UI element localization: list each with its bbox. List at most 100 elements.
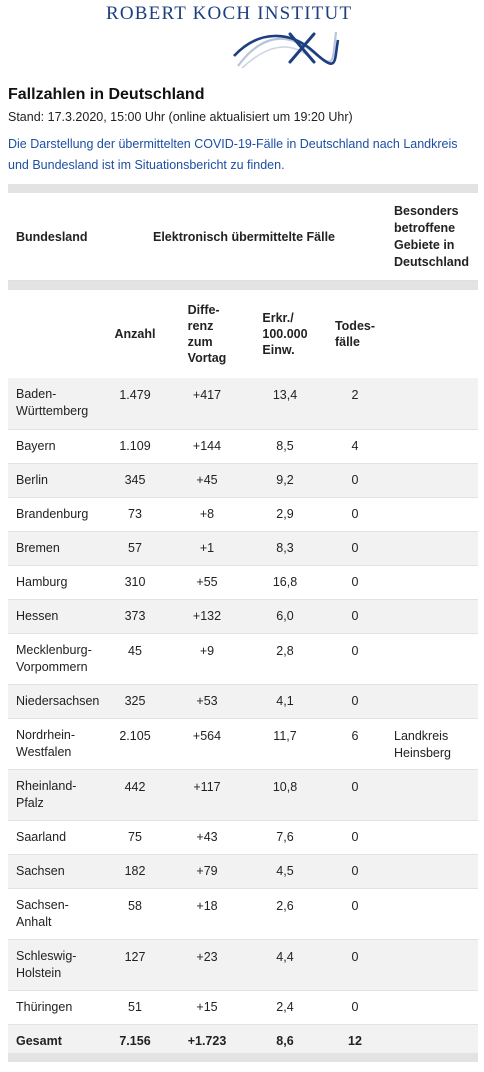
cell-rate: 2,9: [246, 497, 324, 532]
rki-header: ROBERT KOCH INSTITUT: [0, 0, 484, 72]
cell-rate: 10,8: [246, 769, 324, 821]
table-row: Niedersachsen 325 +53 4,1 0: [8, 684, 478, 719]
cell-anzahl: 58: [102, 888, 168, 940]
cell-todesfaelle: 0: [324, 599, 386, 634]
cell-rate: 13,4: [246, 378, 324, 430]
cell-gebiet: [386, 599, 478, 634]
cell-bundesland: Mecklenburg-Vorpommern: [8, 633, 102, 685]
cell-todesfaelle: 0: [324, 820, 386, 855]
cell-differenz: +53: [168, 684, 246, 719]
total-row: Gesamt 7.156 +1.723 8,6 12: [8, 1024, 478, 1058]
cell-differenz: +79: [168, 854, 246, 889]
cell-gebiet: [386, 531, 478, 566]
cell-todesfaelle: 2: [324, 378, 386, 430]
cell-bundesland: Berlin: [8, 463, 102, 498]
table-header-main: Bundesland Elektronisch übermittelte Fäl…: [8, 193, 478, 281]
header-todesfaelle: Todes-fälle: [334, 319, 376, 349]
cell-todesfaelle: 0: [324, 888, 386, 940]
cell-bundesland: Baden-Württemberg: [8, 378, 102, 430]
cell-bundesland: Bayern: [8, 429, 102, 464]
table-header-sub: Anzahl Diffe-renz zum Vortag Erkr./100.000…: [8, 290, 478, 378]
cell-bundesland: Sachsen-Anhalt: [8, 888, 102, 940]
cell-todesfaelle: 0: [324, 565, 386, 600]
table-row: Rheinland-Pfalz 442 +117 10,8 0: [8, 769, 478, 821]
cell-gebiet: [386, 820, 478, 855]
cell-differenz: +117: [168, 769, 246, 821]
table-row: Baden-Württemberg 1.479 +417 13,4 2: [8, 378, 478, 430]
cell-todesfaelle: 0: [324, 769, 386, 821]
cell-anzahl: 442: [102, 769, 168, 821]
cell-differenz: +18: [168, 888, 246, 940]
cell-rate: 8,5: [246, 429, 324, 464]
table-row: Hessen 373 +132 6,0 0: [8, 599, 478, 634]
page-title: Fallzahlen in Deutschland: [8, 86, 205, 103]
org-name: ROBERT KOCH INSTITUT: [106, 3, 353, 24]
cell-gebiet: [386, 684, 478, 719]
case-table: Bundesland Elektronisch übermittelte Fäl…: [8, 184, 478, 1058]
cell-todesfaelle: 0: [324, 990, 386, 1025]
cell-anzahl: 1.109: [102, 429, 168, 464]
table-row: Sachsen-Anhalt 58 +18 2,6 0: [8, 888, 478, 940]
total-anzahl: 7.156: [102, 1024, 168, 1058]
table-row: Saarland 75 +43 7,6 0: [8, 820, 478, 855]
cell-gebiet: [386, 633, 478, 685]
cell-rate: 16,8: [246, 565, 324, 600]
cell-gebiet: [386, 854, 478, 889]
cell-bundesland: Hamburg: [8, 565, 102, 600]
table-row: Hamburg 310 +55 16,8 0: [8, 565, 478, 600]
cell-bundesland: Thüringen: [8, 990, 102, 1025]
cell-gebiet: [386, 888, 478, 940]
rki-logo-icon: [233, 31, 340, 69]
total-rate: 8,6: [246, 1024, 324, 1058]
cell-bundesland: Saarland: [8, 820, 102, 855]
cell-bundesland: Bremen: [8, 531, 102, 566]
cell-todesfaelle: 0: [324, 854, 386, 889]
cell-differenz: +45: [168, 463, 246, 498]
cell-differenz: +23: [168, 939, 246, 991]
cell-gebiet: [386, 769, 478, 821]
cell-bundesland: Niedersachsen: [8, 684, 102, 719]
cell-anzahl: 373: [102, 599, 168, 634]
cell-anzahl: 325: [102, 684, 168, 719]
cell-anzahl: 75: [102, 820, 168, 855]
cell-gebiet: [386, 939, 478, 991]
cell-differenz: +43: [168, 820, 246, 855]
cell-rate: 4,1: [246, 684, 324, 719]
cell-bundesland: Sachsen: [8, 854, 102, 889]
cell-rate: 6,0: [246, 599, 324, 634]
cell-rate: 2,6: [246, 888, 324, 940]
cell-todesfaelle: 0: [324, 684, 386, 719]
table-row: Schleswig-Holstein 127 +23 4,4 0: [8, 939, 478, 991]
cell-bundesland: Nordrhein-Westfalen: [8, 718, 102, 770]
cell-bundesland: Rheinland-Pfalz: [8, 769, 102, 821]
header-bar: [8, 184, 478, 193]
cell-anzahl: 45: [102, 633, 168, 685]
table-row: Bremen 57 +1 8,3 0: [8, 531, 478, 566]
cell-rate: 4,4: [246, 939, 324, 991]
cell-rate: 9,2: [246, 463, 324, 498]
total-label: Gesamt: [8, 1024, 102, 1058]
header-areas: Besonders betroffene Gebiete in Deutschl…: [386, 193, 478, 281]
cell-differenz: +15: [168, 990, 246, 1025]
cell-differenz: +144: [168, 429, 246, 464]
cell-differenz: +9: [168, 633, 246, 685]
cell-gebiet: [386, 429, 478, 464]
cell-gebiet: [386, 990, 478, 1025]
total-differenz: +1.723: [168, 1024, 246, 1058]
cell-gebiet: Landkreis Heinsberg: [386, 718, 478, 770]
cell-gebiet: [386, 497, 478, 532]
cell-anzahl: 182: [102, 854, 168, 889]
cell-bundesland: Brandenburg: [8, 497, 102, 532]
cell-anzahl: 51: [102, 990, 168, 1025]
cell-todesfaelle: 4: [324, 429, 386, 464]
cell-anzahl: 127: [102, 939, 168, 991]
situationsbericht-link[interactable]: Die Darstellung der übermittelten COVID-…: [8, 137, 458, 172]
table-row: Brandenburg 73 +8 2,9 0: [8, 497, 478, 532]
total-todesfaelle: 12: [324, 1024, 386, 1058]
table-row: Mecklenburg-Vorpommern 45 +9 2,8 0: [8, 633, 478, 685]
cell-rate: 2,4: [246, 990, 324, 1025]
table-row: Thüringen 51 +15 2,4 0: [8, 990, 478, 1025]
header-electronic: Elektronisch übermittelte Fälle: [102, 193, 386, 281]
cell-differenz: +8: [168, 497, 246, 532]
cell-gebiet: [386, 565, 478, 600]
